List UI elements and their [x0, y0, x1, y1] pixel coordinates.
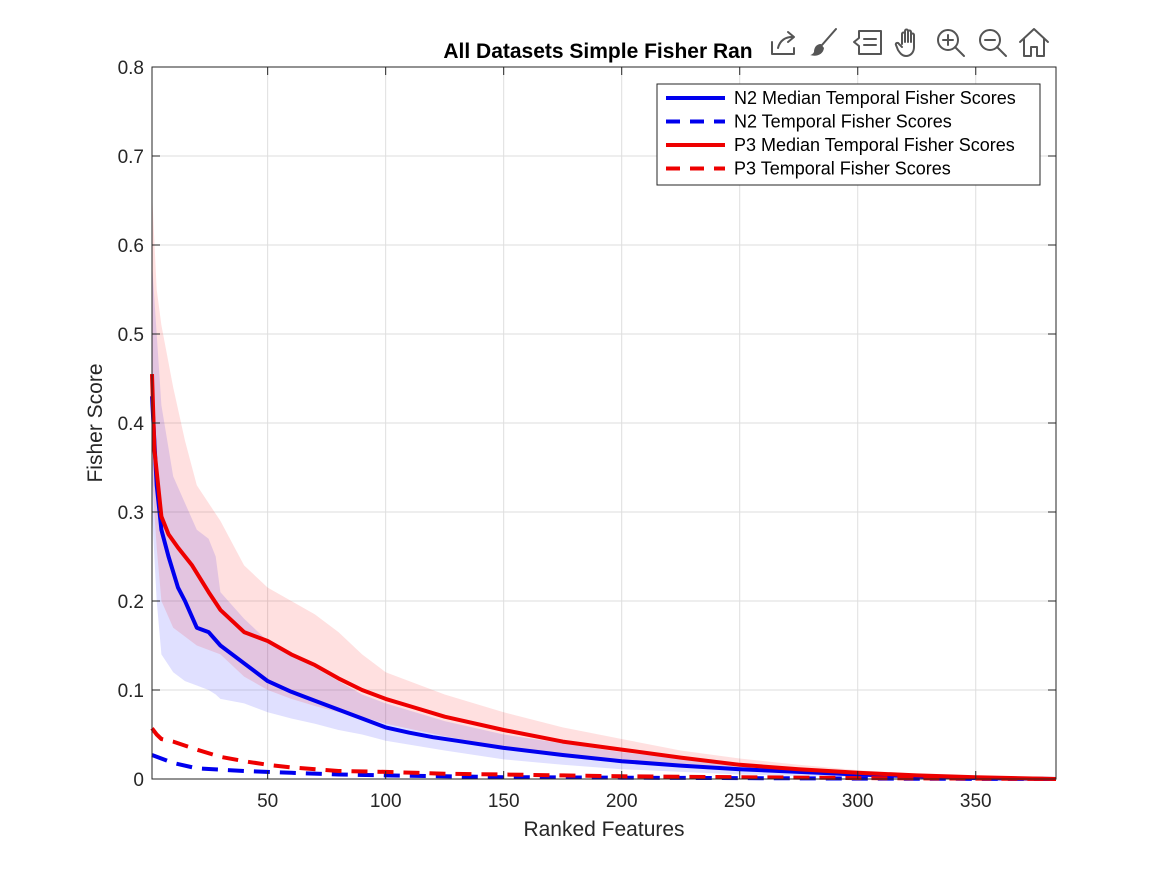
- export-icon[interactable]: [768, 26, 800, 58]
- y-tick-label: 0.2: [118, 592, 144, 613]
- chart-title: All Datasets Simple Fisher Ran: [443, 40, 752, 63]
- axes-toolbar: [768, 26, 1050, 58]
- y-tick-label: 0.5: [118, 325, 144, 346]
- x-tick-label: 150: [488, 791, 520, 812]
- axis-ticks: 50 100 150 200 250 300 350 0 0.1 0.2 0.3 0.4 0.5 0.6 0…: [118, 58, 1056, 812]
- y-tick-label: 0.7: [118, 147, 144, 168]
- y-axis-label: Fisher Score: [84, 363, 107, 482]
- legend: N2 Median Temporal Fisher Scores N2 Tempo…: [656, 83, 1041, 186]
- y-tick-label: 0.4: [118, 414, 145, 435]
- legend-label: P3 Median Temporal Fisher Scores: [734, 135, 1015, 155]
- legend-label: N2 Median Temporal Fisher Scores: [734, 88, 1016, 108]
- datatip-icon[interactable]: [851, 26, 883, 58]
- home-icon[interactable]: [1018, 26, 1050, 58]
- pan-icon[interactable]: [893, 26, 925, 58]
- series-line: [150, 396, 1057, 781]
- zoom-out-icon[interactable]: [976, 26, 1008, 58]
- y-tick-label: 0: [133, 770, 144, 791]
- y-tick-label: 0.1: [118, 681, 144, 702]
- zoom-in-icon[interactable]: [934, 26, 966, 58]
- x-tick-label: 300: [842, 791, 874, 812]
- x-axis-label: Ranked Features: [523, 818, 684, 841]
- brush-icon[interactable]: [808, 26, 840, 58]
- x-tick-label: 350: [960, 791, 992, 812]
- series-line: [150, 727, 1057, 781]
- legend-label: P3 Temporal Fisher Scores: [734, 159, 951, 179]
- x-tick-label: 250: [724, 791, 756, 812]
- x-tick-label: 50: [257, 791, 278, 812]
- x-tick-label: 200: [606, 791, 638, 812]
- x-tick-label: 100: [370, 791, 402, 812]
- legend-label: N2 Temporal Fisher Scores: [734, 112, 952, 132]
- y-tick-label: 0.8: [118, 58, 144, 79]
- series-line: [150, 374, 1057, 781]
- y-tick-label: 0.3: [118, 503, 144, 524]
- y-tick-label: 0.6: [118, 236, 144, 257]
